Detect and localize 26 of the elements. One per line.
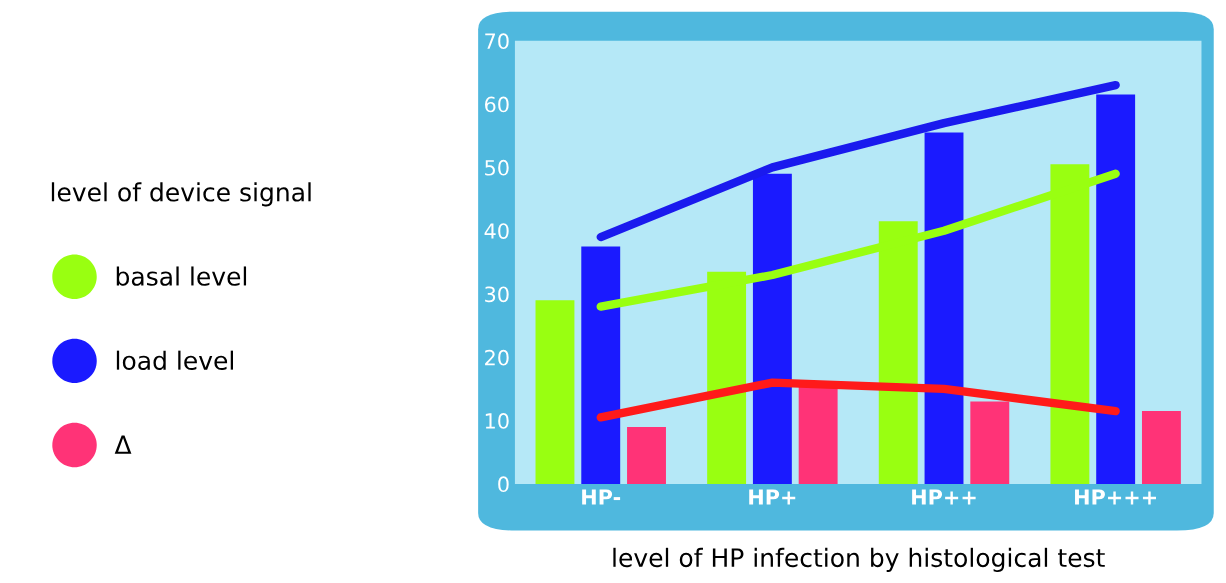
bar <box>752 173 792 484</box>
bar <box>535 300 575 484</box>
bar <box>1141 411 1181 484</box>
y-tick-label: 10 <box>485 413 509 429</box>
legend-label: load level <box>116 350 233 370</box>
legend-label: basal level <box>116 266 247 286</box>
y-tick-label: 0 <box>498 476 509 493</box>
y-tick-label: 40 <box>484 223 509 239</box>
x-tick-label: HP+ <box>749 489 796 505</box>
y-tick-label: 60 <box>485 96 509 113</box>
bar <box>798 385 838 484</box>
bar <box>627 426 666 484</box>
x-axis-title: level of HP infection by histological test <box>613 547 1105 572</box>
y-tick-label: 20 <box>485 349 509 366</box>
x-tick-label: HP++ <box>912 489 976 505</box>
x-tick-label: HP- <box>582 489 621 505</box>
legend-label: Δ <box>114 435 132 454</box>
y-tick-label: 30 <box>485 286 509 303</box>
y-tick-label: 50 <box>485 159 509 176</box>
bar <box>1096 94 1136 484</box>
x-tick-label: HP+++ <box>1075 489 1156 505</box>
bar <box>581 246 621 484</box>
legend-title: level of device signal <box>51 182 311 207</box>
bar <box>970 401 1010 484</box>
bar <box>924 132 964 484</box>
y-tick-label: 70 <box>485 33 509 50</box>
